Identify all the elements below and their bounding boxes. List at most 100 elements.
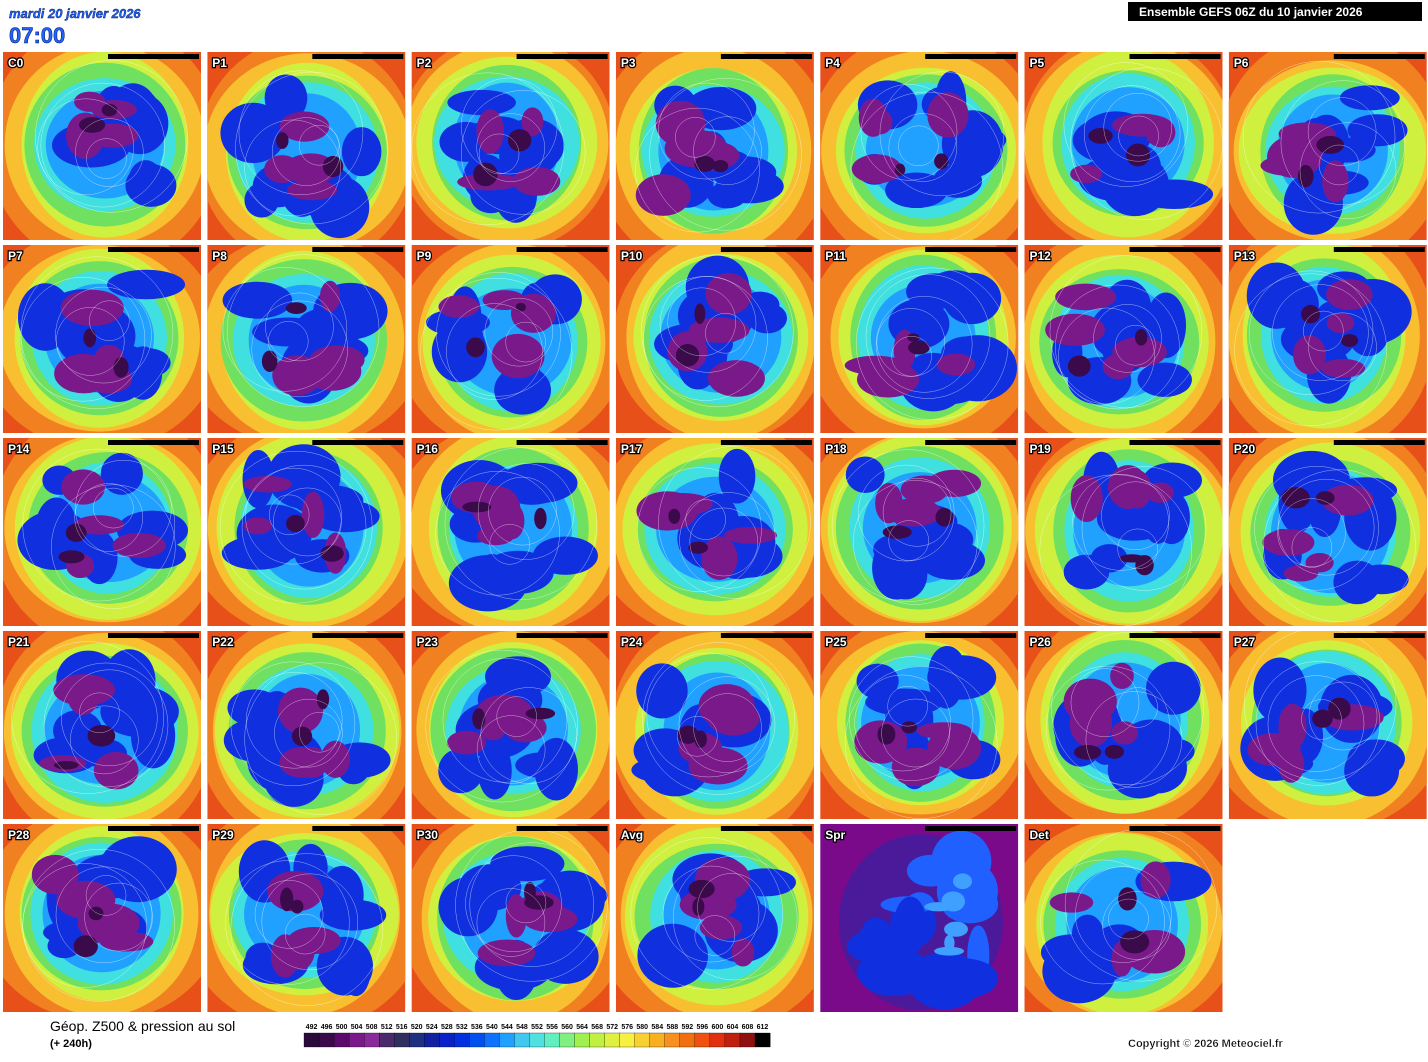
scale-label: 580 — [636, 1024, 648, 1031]
contour — [465, 855, 562, 952]
map-panel: P6 — [1228, 52, 1427, 240]
contour — [235, 71, 388, 225]
map-field — [272, 355, 323, 396]
map-field — [447, 89, 516, 116]
map-field — [466, 337, 485, 358]
map-field — [270, 934, 300, 978]
map-field — [909, 366, 984, 405]
map-field — [341, 127, 382, 177]
contour — [298, 124, 340, 166]
map-field — [1301, 304, 1320, 324]
map-field — [928, 646, 965, 709]
contour — [1277, 478, 1375, 576]
contour — [55, 286, 152, 384]
map-field — [688, 541, 708, 554]
contour — [675, 117, 716, 158]
contour — [697, 873, 766, 942]
map-panel: P21 — [3, 631, 201, 819]
contour — [1308, 312, 1377, 382]
panel-header — [720, 440, 812, 445]
map-field — [1063, 554, 1110, 590]
scale-swatch — [634, 1032, 651, 1048]
map-field — [1135, 555, 1154, 576]
contour — [1303, 310, 1344, 352]
map-field — [1107, 740, 1173, 799]
scale-swatch — [379, 1032, 395, 1048]
contour — [1070, 67, 1223, 220]
map-field — [261, 350, 278, 372]
contour — [646, 652, 772, 778]
contour — [425, 649, 578, 803]
contour — [1070, 668, 1140, 737]
map-field — [1283, 565, 1319, 582]
contour — [685, 499, 726, 540]
panel-label: P28 — [8, 828, 30, 842]
scale-label: 508 — [366, 1024, 378, 1031]
contour — [662, 865, 760, 963]
footer-title: Géop. Z500 & pression au sol — [50, 1018, 235, 1034]
panel-label: Avg — [621, 828, 643, 842]
contour — [79, 692, 120, 734]
contour — [244, 662, 397, 815]
contour — [299, 712, 340, 753]
contour — [74, 483, 143, 552]
scale-label: 612 — [757, 1024, 769, 1031]
scale-swatch — [514, 1032, 530, 1048]
map-field — [942, 272, 1002, 325]
map-field — [688, 879, 715, 899]
map-field — [1278, 703, 1307, 750]
map-field — [1135, 328, 1148, 346]
panel-header — [1333, 633, 1425, 638]
map-field — [310, 500, 380, 533]
scale-label: 608 — [742, 1024, 754, 1031]
scale-label: 576 — [621, 1024, 633, 1031]
map-field — [901, 721, 917, 734]
contour — [75, 118, 144, 187]
contour — [436, 271, 561, 397]
map-field — [1146, 482, 1174, 503]
scale-label: 584 — [651, 1024, 663, 1031]
contour — [855, 267, 1009, 421]
map-field — [130, 702, 176, 769]
contour — [1318, 144, 1360, 186]
time: 07:00 — [9, 23, 65, 48]
scale-swatch — [333, 1032, 350, 1048]
contour — [505, 321, 546, 363]
map-field — [883, 548, 928, 600]
contour — [1108, 898, 1149, 940]
contour — [35, 60, 188, 213]
map-field — [1297, 164, 1314, 188]
map-field — [1347, 114, 1408, 147]
contour — [20, 276, 146, 402]
contour — [505, 882, 547, 924]
panel-header — [312, 633, 404, 638]
map-panel: P17 — [615, 438, 814, 626]
map-field — [221, 536, 294, 570]
map-field — [857, 947, 932, 997]
panel-label: P17 — [621, 442, 643, 456]
scale-label: 600 — [712, 1024, 724, 1031]
map-field — [93, 751, 139, 790]
map-field — [87, 724, 116, 747]
scale-label: 536 — [471, 1024, 483, 1031]
map-field — [668, 508, 681, 524]
contour — [1280, 80, 1406, 205]
panel-label: P7 — [8, 249, 23, 263]
scale-swatch — [559, 1032, 576, 1048]
scale-label: 512 — [381, 1024, 393, 1031]
map-field — [1315, 491, 1335, 505]
panel-header — [1129, 633, 1221, 638]
contour — [643, 276, 768, 401]
map-field — [1102, 353, 1135, 380]
scale-swatch — [439, 1032, 455, 1048]
scale-swatch — [694, 1032, 711, 1048]
contour — [226, 254, 380, 407]
contour — [86, 138, 127, 179]
scale-swatch — [679, 1032, 696, 1048]
contour — [261, 873, 359, 971]
scale-label: 592 — [681, 1024, 693, 1031]
map-field — [927, 92, 969, 138]
map-panel: P5 — [1024, 52, 1223, 240]
contour — [1234, 273, 1387, 426]
panel-header — [925, 54, 1017, 59]
